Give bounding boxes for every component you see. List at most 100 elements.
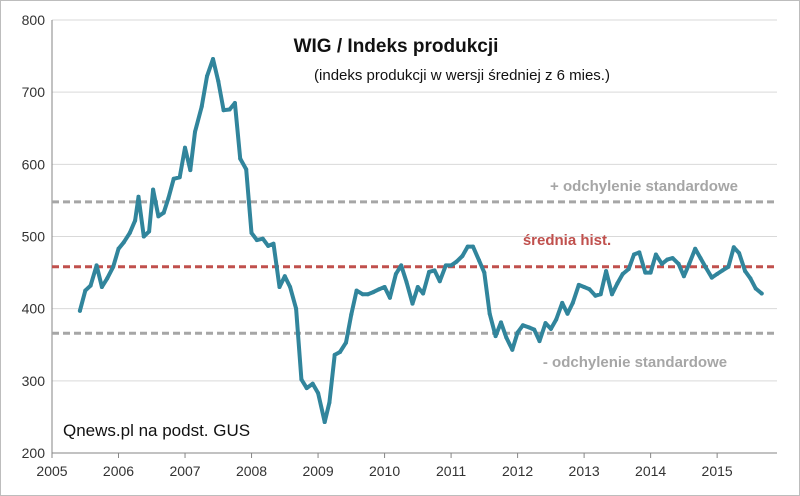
- data-point: [460, 254, 465, 258]
- data-point: [266, 243, 271, 248]
- data-point: [687, 261, 692, 266]
- data-point: [365, 292, 370, 297]
- axes: [51, 20, 777, 454]
- data-point: [316, 391, 321, 396]
- data-point: [151, 187, 156, 192]
- data-point: [665, 257, 670, 262]
- data-point: [188, 168, 193, 173]
- data-point: [465, 244, 470, 249]
- data-point: [141, 234, 146, 239]
- data-point: [147, 229, 152, 234]
- series-layer: [77, 57, 764, 424]
- data-point: [344, 340, 348, 345]
- data-point: [748, 276, 753, 281]
- data-point: [615, 281, 620, 286]
- data-point: [582, 285, 587, 289]
- y-tick-label: 600: [22, 156, 46, 172]
- data-point: [136, 194, 141, 199]
- data-point: [681, 274, 686, 279]
- data-point: [199, 104, 204, 109]
- data-point: [244, 167, 249, 172]
- data-point: [670, 256, 675, 261]
- data-point: [548, 326, 553, 331]
- x-tick-label: 2005: [36, 463, 67, 479]
- data-point: [111, 264, 116, 269]
- data-point: [648, 270, 653, 275]
- data-point: [427, 269, 432, 274]
- data-point: [554, 317, 559, 322]
- data-point: [643, 270, 648, 275]
- data-point: [299, 377, 304, 382]
- x-tick-label: 2007: [169, 463, 200, 479]
- data-point: [249, 230, 254, 235]
- y-tick-label: 400: [22, 301, 46, 317]
- data-point: [720, 268, 725, 273]
- data-point: [570, 300, 575, 305]
- data-point: [709, 275, 714, 280]
- grid: [52, 19, 777, 382]
- chart-labels: WIG / Indeks produkcji (indeks produkcji…: [63, 36, 738, 440]
- data-point: [526, 325, 531, 330]
- data-point: [232, 101, 237, 105]
- data-point: [726, 264, 731, 269]
- data-point: [620, 272, 625, 276]
- x-tick-label: 2012: [502, 463, 533, 479]
- data-point: [499, 320, 503, 325]
- data-point: [510, 347, 515, 352]
- lower-std-label: - odchylenie standardowe: [543, 354, 727, 371]
- data-point: [537, 339, 542, 344]
- data-point: [604, 269, 609, 274]
- data-point: [437, 279, 442, 284]
- data-point: [221, 108, 226, 113]
- data-point: [304, 386, 309, 391]
- data-point: [731, 245, 736, 250]
- data-point: [171, 176, 176, 181]
- data-point: [227, 107, 232, 112]
- data-point: [593, 293, 598, 298]
- data-point: [205, 74, 209, 79]
- data-point: [349, 312, 354, 317]
- data-point: [360, 292, 365, 297]
- data-point: [676, 261, 681, 266]
- data-point: [166, 196, 171, 201]
- data-point: [504, 335, 509, 340]
- data-point: [393, 272, 398, 276]
- x-tick-label: 2009: [302, 463, 333, 479]
- data-point: [493, 334, 498, 339]
- data-point: [127, 230, 132, 235]
- data-point: [415, 285, 420, 289]
- source-label: Qnews.pl na podst. GUS: [63, 421, 250, 440]
- data-point: [371, 290, 376, 295]
- data-point: [327, 400, 332, 405]
- data-point: [737, 251, 742, 256]
- data-point: [587, 287, 592, 292]
- y-axis-ticks: 200 300 400 500 600 700 800: [22, 12, 46, 461]
- y-tick-label: 200: [22, 445, 46, 461]
- data-point: [99, 285, 104, 289]
- data-point: [161, 210, 166, 215]
- reference-lines: [52, 200, 777, 335]
- data-point: [598, 292, 603, 297]
- data-point: [637, 250, 642, 255]
- x-tick-label: 2006: [103, 463, 134, 479]
- data-point: [576, 282, 581, 287]
- data-point: [238, 156, 243, 161]
- data-point: [377, 287, 382, 292]
- data-point: [310, 381, 315, 386]
- data-point: [382, 285, 387, 289]
- data-point: [216, 79, 221, 84]
- data-point: [659, 261, 664, 266]
- y-tick-label: 800: [22, 12, 46, 28]
- data-point: [743, 269, 748, 274]
- data-point: [487, 311, 492, 316]
- data-point: [410, 301, 415, 306]
- x-tick-label: 2014: [635, 463, 666, 479]
- data-point: [543, 321, 548, 326]
- data-point: [632, 252, 636, 257]
- data-point: [482, 270, 487, 275]
- data-point: [277, 285, 282, 289]
- data-point: [715, 272, 720, 276]
- data-point: [105, 276, 110, 281]
